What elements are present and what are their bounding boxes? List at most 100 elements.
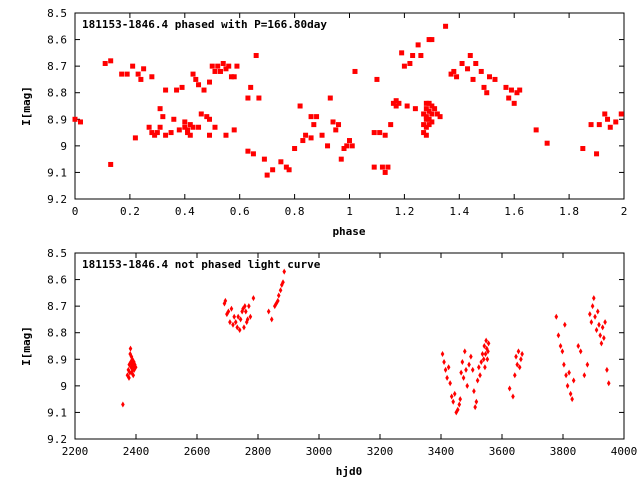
phased-data-point	[594, 151, 600, 157]
unphased-data-point	[519, 356, 523, 363]
unphased-data-point	[595, 308, 600, 315]
phased-data-point	[163, 132, 169, 138]
phased-data-point	[72, 116, 78, 122]
unphased-data-point	[127, 374, 131, 381]
unphased-data-point	[237, 327, 242, 334]
unphased-x-tick-label: 3200	[367, 445, 394, 458]
phased-data-point	[245, 148, 251, 154]
phased-plot-frame	[74, 12, 625, 200]
phased-data-point	[423, 124, 429, 130]
phased-data-point	[421, 130, 427, 136]
phased-x-tick-label: 1	[346, 205, 353, 218]
phased-data-point	[102, 60, 108, 66]
unphased-data-point	[460, 358, 465, 365]
unphased-data-point	[128, 345, 133, 352]
unphased-data-point	[588, 311, 592, 318]
unphased-data-point	[507, 385, 512, 392]
phased-data-point	[157, 106, 163, 112]
phased-y-tick-label: 9.2	[47, 193, 67, 206]
unphased-data-point	[445, 374, 449, 381]
unphased-data-point	[590, 303, 595, 310]
unphased-y-tick-label: 9	[60, 380, 67, 393]
phased-data-point	[443, 23, 449, 29]
phased-data-point	[223, 132, 229, 138]
unphased-data-point	[513, 372, 517, 379]
unphased-data-point	[455, 406, 460, 413]
phased-data-point	[253, 53, 259, 59]
phased-data-point	[179, 84, 185, 90]
phased-data-point	[231, 74, 237, 80]
phased-data-point	[135, 71, 141, 77]
phased-data-point	[385, 164, 391, 170]
unphased-data-point	[274, 300, 279, 307]
unphased-data-point	[232, 313, 237, 320]
unphased-x-axis-title: hjd0	[336, 465, 363, 478]
unphased-data-point	[229, 305, 234, 312]
unphased-data-point	[602, 335, 606, 342]
unphased-data-point	[568, 390, 573, 397]
phased-data-point	[311, 122, 317, 128]
phased-data-point	[388, 122, 394, 128]
unphased-data-point	[565, 382, 570, 389]
phased-y-tick-label: 8.9	[47, 113, 67, 126]
phased-data-point	[278, 159, 284, 165]
phased-data-point	[421, 122, 427, 128]
phased-data-point	[467, 53, 473, 59]
unphased-data-point	[516, 348, 521, 355]
phased-data-point	[176, 127, 182, 133]
phased-data-point	[423, 116, 429, 122]
unphased-data-point	[560, 348, 565, 355]
unphased-data-point	[556, 332, 561, 339]
phased-data-point	[336, 122, 342, 128]
unphased-data-point	[486, 348, 490, 355]
unphased-data-point	[578, 348, 583, 355]
unphased-axes: 2200 2400 2600 2800 3000 3200 3400 3600 3800 4000…	[47, 247, 637, 458]
unphased-data-point	[589, 319, 594, 326]
phased-data-point	[212, 68, 218, 74]
phased-data-point	[544, 140, 550, 146]
phased-data-point	[185, 130, 191, 136]
unphased-data-point	[442, 358, 446, 365]
phased-data-point	[149, 130, 155, 136]
phased-data-point	[303, 132, 309, 138]
phased-data-point	[393, 98, 399, 104]
phased-data-point	[152, 132, 158, 138]
phased-data-point	[163, 87, 169, 93]
unphased-data-point	[482, 343, 487, 349]
phased-data-point	[607, 124, 613, 130]
phased-data-point	[132, 135, 138, 141]
phased-x-tick-label: 0	[72, 205, 79, 218]
phased-data-point	[171, 116, 177, 122]
phased-data-point	[404, 103, 410, 109]
phased-data-point	[146, 124, 152, 130]
unphased-data-point	[233, 319, 238, 326]
unphased-data-point	[125, 372, 130, 379]
phased-data-point	[602, 111, 608, 117]
phased-data-point	[248, 84, 254, 90]
phased-data-point	[283, 164, 289, 170]
phased-data-point	[415, 42, 421, 48]
phased-data-point	[426, 100, 432, 106]
phased-data-point	[217, 68, 223, 74]
phased-data-point	[124, 71, 130, 77]
phased-data-point	[270, 167, 276, 173]
phased-data-point	[426, 122, 432, 128]
phased-data-point	[182, 124, 188, 130]
phased-y-axis-title: I[mag]	[20, 86, 33, 126]
phased-data-point	[130, 63, 136, 69]
unphased-data-point	[448, 380, 452, 387]
phased-data-point	[138, 76, 144, 82]
phased-x-tick-label: 1.6	[504, 205, 524, 218]
phased-x-tick-label: 1.8	[559, 205, 579, 218]
unphased-data-point	[121, 401, 125, 408]
unphased-data-point	[480, 350, 485, 357]
phased-x-tick-label: 0.8	[285, 205, 305, 218]
unphased-data-point	[481, 356, 486, 363]
unphased-x-tick-label: 2600	[184, 445, 211, 458]
phased-data-point	[264, 172, 270, 178]
phased-data-point	[421, 111, 427, 117]
phased-data-point	[390, 100, 396, 106]
unphased-y-tick-label: 8.8	[47, 327, 67, 340]
phased-data-point	[533, 127, 539, 133]
unphased-y-tick-label: 9.2	[47, 433, 67, 446]
